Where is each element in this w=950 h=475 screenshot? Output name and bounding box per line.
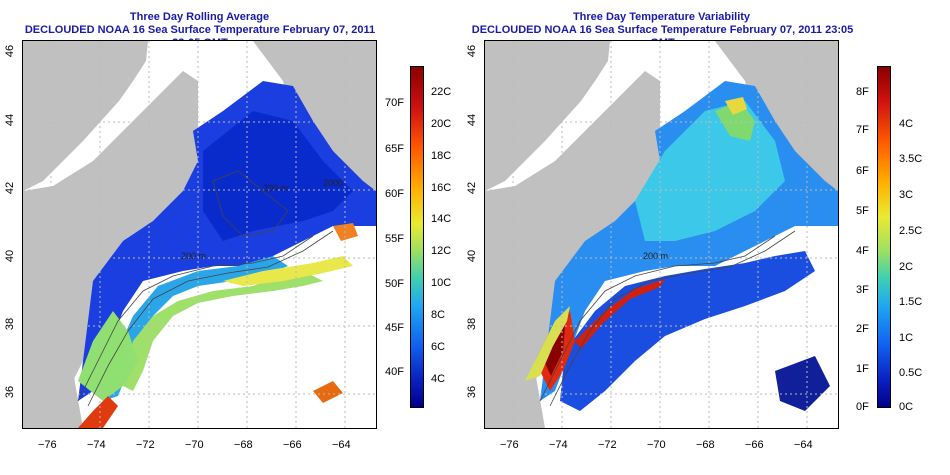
left-x-tick: −64: [332, 439, 351, 451]
right-x-tick: −76: [500, 439, 519, 451]
left-x-tick: −70: [185, 439, 204, 451]
variability-green: [715, 101, 755, 141]
right-x-tick: −74: [549, 439, 568, 451]
left-cbar-c-label: 4C: [431, 373, 446, 385]
right-x-tick: −64: [794, 439, 813, 451]
grid-lines: [485, 41, 838, 428]
right-y-tick: 38: [466, 317, 479, 331]
right-colorbar: [877, 66, 891, 408]
left-cbar-c-label: 22C: [431, 86, 452, 98]
land-coast: [485, 71, 660, 428]
left-cbar-c-label: 18C: [431, 150, 452, 162]
grid-lines: [23, 41, 376, 428]
right-cbar-c-label: 3C: [899, 189, 914, 201]
contour-label-200m-2: 200 m: [263, 183, 288, 193]
right-cbar-f-label: 7F: [856, 124, 869, 136]
yellow-band: [223, 256, 353, 286]
left-cbar-f-label: 40F: [385, 366, 404, 378]
left-x-tick: −74: [87, 439, 106, 451]
left-cbar-c-label: 14C: [431, 213, 452, 225]
right-map-canvas: 200 m: [485, 41, 838, 428]
right-cbar-c-label: 2C: [899, 261, 914, 273]
left-y-tick: 42: [4, 181, 17, 195]
left-cbar-c-label: 8C: [431, 309, 446, 321]
land-mass: [23, 41, 148, 191]
right-y-tick: 42: [466, 181, 479, 195]
variability-highest: [543, 326, 565, 376]
variability-dark-bottom: [775, 356, 830, 411]
right-cbar-c-label: 1C: [899, 332, 914, 344]
land-mass: [485, 41, 610, 191]
right-y-tick: 44: [466, 113, 479, 127]
bathymetry-contours: [77, 170, 334, 407]
left-y-tick: 44: [4, 113, 17, 127]
left-x-tick: −68: [234, 439, 253, 451]
green-patch: [78, 311, 138, 401]
left-cbar-f-label: 55F: [385, 233, 404, 245]
warm-bottom: [78, 396, 118, 428]
right-x-tick: −72: [598, 439, 617, 451]
land-northeast: [715, 41, 838, 191]
left-cbar-c-label: 20C: [431, 118, 452, 130]
right-cbar-c-label: 0.5C: [899, 367, 923, 379]
right-cbar-c-label: 2.5C: [899, 225, 923, 237]
land-northeast: [253, 41, 376, 191]
right-map: 200 m: [484, 40, 839, 429]
left-x-tick: −72: [136, 439, 155, 451]
left-y-tick: 38: [4, 317, 17, 331]
left-x-tick: −76: [38, 439, 57, 451]
variability-yellow: [725, 97, 747, 115]
right-cbar-f-label: 8F: [856, 86, 869, 98]
bathymetry-contours: [539, 230, 796, 407]
right-cbar-f-label: 1F: [856, 363, 869, 375]
right-cbar-f-label: 2F: [856, 323, 869, 335]
left-x-tick: −66: [283, 439, 302, 451]
right-cbar-f-label: 0F: [856, 401, 869, 413]
left-y-tick: 40: [4, 249, 17, 263]
contour-label-200m: 200 m: [181, 251, 206, 261]
right-cbar-f-label: 5F: [856, 205, 869, 217]
variability-yellow-band: [525, 306, 570, 381]
right-cbar-c-label: 4C: [899, 118, 914, 130]
right-cbar-c-label: 0C: [899, 401, 914, 413]
right-x-tick: −70: [647, 439, 666, 451]
left-cbar-c-label: 12C: [431, 245, 452, 257]
left-map: 200 m 200 m 2000: [22, 40, 377, 429]
cold-water-core: [203, 111, 353, 241]
contour-label-200m: 200 m: [643, 251, 668, 261]
contour-label-2000: 2000: [323, 178, 343, 188]
right-cbar-f-label: 3F: [856, 284, 869, 296]
slope-water: [123, 271, 323, 391]
right-cbar-c-label: 3.5C: [899, 153, 923, 165]
left-cbar-c-label: 10C: [431, 277, 452, 289]
right-cbar-f-label: 4F: [856, 245, 869, 257]
right-y-tick: 36: [466, 385, 479, 399]
left-cbar-f-label: 50F: [385, 278, 404, 290]
right-title-line1: Three Day Temperature Variability: [572, 11, 751, 23]
left-cbar-f-label: 70F: [385, 97, 404, 109]
right-x-tick: −66: [745, 439, 764, 451]
variability-deep: [560, 251, 815, 411]
left-colorbar: [410, 66, 424, 408]
left-y-tick: 46: [4, 44, 17, 58]
right-x-tick: −68: [696, 439, 715, 451]
right-cbar-c-label: 1.5C: [899, 296, 923, 308]
right-y-tick: 46: [466, 44, 479, 58]
right-y-tick: 40: [466, 249, 479, 263]
left-cbar-f-label: 60F: [385, 188, 404, 200]
left-title-line1: Three Day Rolling Average: [129, 11, 270, 23]
left-y-tick: 36: [4, 385, 17, 399]
left-cbar-f-label: 65F: [385, 143, 404, 155]
left-cbar-c-label: 16C: [431, 182, 452, 194]
warm-patch-right: [313, 381, 343, 403]
land-coast: [23, 71, 198, 428]
left-cbar-f-label: 45F: [385, 322, 404, 334]
left-cbar-c-label: 6C: [431, 341, 446, 353]
right-cbar-f-label: 6F: [856, 165, 869, 177]
left-map-canvas: 200 m 200 m 2000: [23, 41, 376, 428]
